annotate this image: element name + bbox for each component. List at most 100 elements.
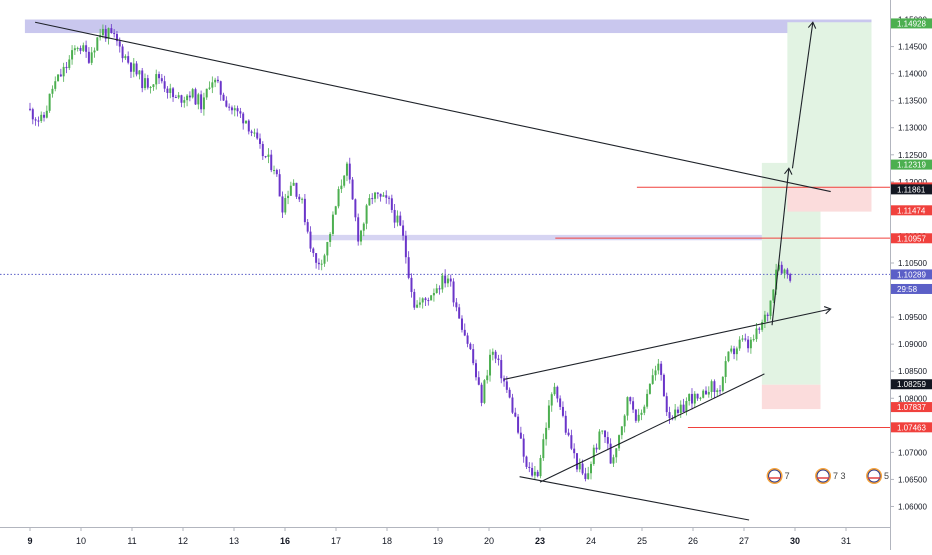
candle-body-53: [177, 95, 180, 98]
candle-body-107: [329, 233, 332, 242]
candle-body-14: [68, 59, 71, 69]
candle-body-6: [45, 110, 48, 118]
candle-body-41: [144, 78, 147, 89]
candle-body-155: [463, 329, 466, 336]
candle-body-2: [34, 119, 37, 121]
y-tick-label-3: 1.14000: [898, 70, 927, 79]
price-label-3: 1.11861: [897, 185, 926, 194]
candle-body-133: [402, 225, 405, 236]
candle-body-79: [250, 131, 253, 133]
candle-body-33: [121, 46, 124, 59]
candle-body-139: [418, 302, 421, 305]
candle-body-198: [584, 473, 587, 480]
x-tick-label-13: 26: [688, 536, 698, 546]
candle-body-118: [359, 230, 362, 242]
trend-line-5: [791, 22, 814, 169]
candle-body-69: [222, 94, 225, 101]
event-1-flag: [816, 469, 830, 483]
candle-body-66: [214, 79, 217, 83]
candle-body-87: [273, 169, 276, 171]
candle-body-240: [702, 390, 705, 398]
candle-body-150: [449, 278, 452, 282]
candle-body-230: [674, 409, 677, 419]
trend-line-0: [34, 21, 831, 193]
candle-body-21: [87, 51, 90, 63]
candle-body-181: [536, 471, 539, 477]
candle-body-56: [186, 95, 189, 101]
candle-body-94: [292, 182, 295, 186]
candle-body-206: [606, 437, 609, 444]
y-tick-label-15: 1.08000: [898, 394, 927, 403]
candles: [29, 24, 792, 482]
candle-body-247: [721, 376, 724, 391]
plot-area: 7 7 3 5 2: [0, 19, 890, 521]
arrow-head-4: [784, 167, 793, 175]
candle-body-254: [741, 338, 744, 340]
price-label-bg-8: [891, 379, 932, 390]
event-2-flag: [867, 469, 881, 483]
candle-body-89: [278, 174, 281, 197]
candle-body-136: [410, 277, 413, 292]
price-label-bg-7: [891, 283, 932, 294]
candle-body-37: [132, 63, 135, 72]
candle-body-199: [587, 473, 590, 480]
candle-body-232: [679, 404, 682, 413]
candle-body-12: [62, 66, 65, 77]
candle-body-76: [242, 113, 245, 124]
candle-body-263: [766, 314, 769, 316]
candle-body-175: [519, 432, 522, 439]
candle-body-269: [783, 269, 786, 274]
y-tick-label-4: 1.13500: [898, 97, 927, 106]
candle-body-92: [287, 195, 290, 199]
candle-body-112: [343, 175, 346, 186]
price-label-bg-6: [891, 269, 932, 280]
price-label-6: 1.10289: [897, 270, 926, 279]
candle-body-130: [393, 209, 396, 223]
candle-body-260: [758, 328, 761, 330]
y-tick-label-17: 1.07000: [898, 448, 927, 457]
candle-body-82: [259, 138, 262, 144]
candle-body-50: [169, 88, 172, 93]
candle-body-214: [629, 397, 632, 402]
x-tick-label-4: 13: [229, 536, 239, 546]
x-tick-label-16: 31: [841, 536, 851, 546]
event-0-flag-icon: 7: [766, 468, 790, 484]
candle-body-267: [777, 264, 780, 270]
x-tick-label-5: 16: [280, 536, 290, 546]
price-label-bg-1: [891, 159, 932, 170]
candle-body-135: [407, 257, 410, 278]
y-tick-label-13: 1.09000: [898, 340, 927, 349]
candle-body-176: [522, 438, 525, 457]
candle-body-19: [82, 45, 85, 51]
candle-body-43: [149, 86, 152, 88]
candle-body-218: [640, 412, 643, 415]
candle-body-171: [508, 389, 511, 398]
candle-body-124: [376, 192, 379, 194]
candle-body-186: [550, 394, 553, 406]
candle-body-30: [113, 33, 116, 35]
price-label-bg-0: [891, 18, 932, 29]
price-label-bg-5: [891, 233, 932, 244]
candle-body-257: [749, 339, 752, 349]
candle-body-151: [452, 281, 455, 303]
candle-body-100: [309, 231, 312, 249]
candle-body-109: [334, 206, 337, 215]
candle-body-165: [491, 351, 494, 355]
candle-body-10: [57, 74, 60, 82]
x-tick-label-15: 30: [790, 536, 800, 546]
candle-body-70: [225, 100, 228, 107]
candle-body-259: [755, 328, 758, 340]
candle-body-18: [79, 47, 82, 51]
candle-body-116: [354, 199, 357, 218]
candle-body-137: [413, 291, 416, 308]
candle-body-28: [107, 28, 110, 39]
candle-body-244: [713, 381, 716, 392]
candle-body-126: [382, 195, 385, 197]
candle-body-241: [705, 390, 708, 395]
candle-body-177: [525, 456, 528, 467]
candle-body-222: [651, 375, 654, 384]
candle-body-35: [127, 56, 130, 63]
candle-body-142: [427, 300, 430, 302]
